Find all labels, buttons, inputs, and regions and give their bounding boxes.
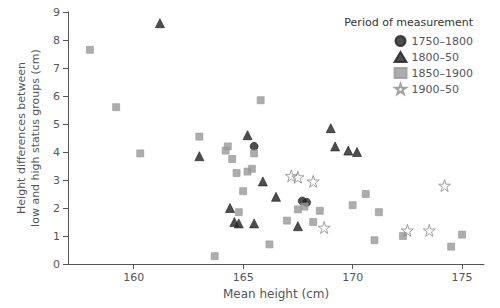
svg-text:7: 7 — [53, 62, 60, 75]
svg-text:3: 3 — [53, 174, 60, 187]
svg-text:9: 9 — [53, 6, 60, 19]
svg-text:4: 4 — [53, 146, 60, 159]
svg-text:1: 1 — [53, 230, 60, 243]
svg-text:8: 8 — [53, 34, 60, 47]
svg-text:2: 2 — [53, 202, 60, 215]
svg-text:170: 170 — [342, 271, 363, 284]
svg-text:Height differences between: Height differences between — [15, 62, 28, 214]
svg-text:Mean height (cm): Mean height (cm) — [223, 287, 329, 301]
svg-text:low and high status groups (cm: low and high status groups (cm) — [29, 49, 42, 227]
svg-text:6: 6 — [53, 90, 60, 103]
svg-text:1850–1900: 1850–1900 — [412, 67, 474, 80]
svg-text:165: 165 — [233, 271, 254, 284]
svg-text:175: 175 — [452, 271, 473, 284]
svg-text:1800–50: 1800–50 — [412, 51, 460, 64]
svg-text:5: 5 — [53, 118, 60, 131]
svg-text:Period of measurement: Period of measurement — [344, 16, 473, 29]
svg-text:0: 0 — [53, 258, 60, 271]
svg-text:160: 160 — [123, 271, 144, 284]
svg-text:1900–50: 1900–50 — [412, 83, 460, 96]
svg-text:1750–1800: 1750–1800 — [412, 35, 474, 48]
